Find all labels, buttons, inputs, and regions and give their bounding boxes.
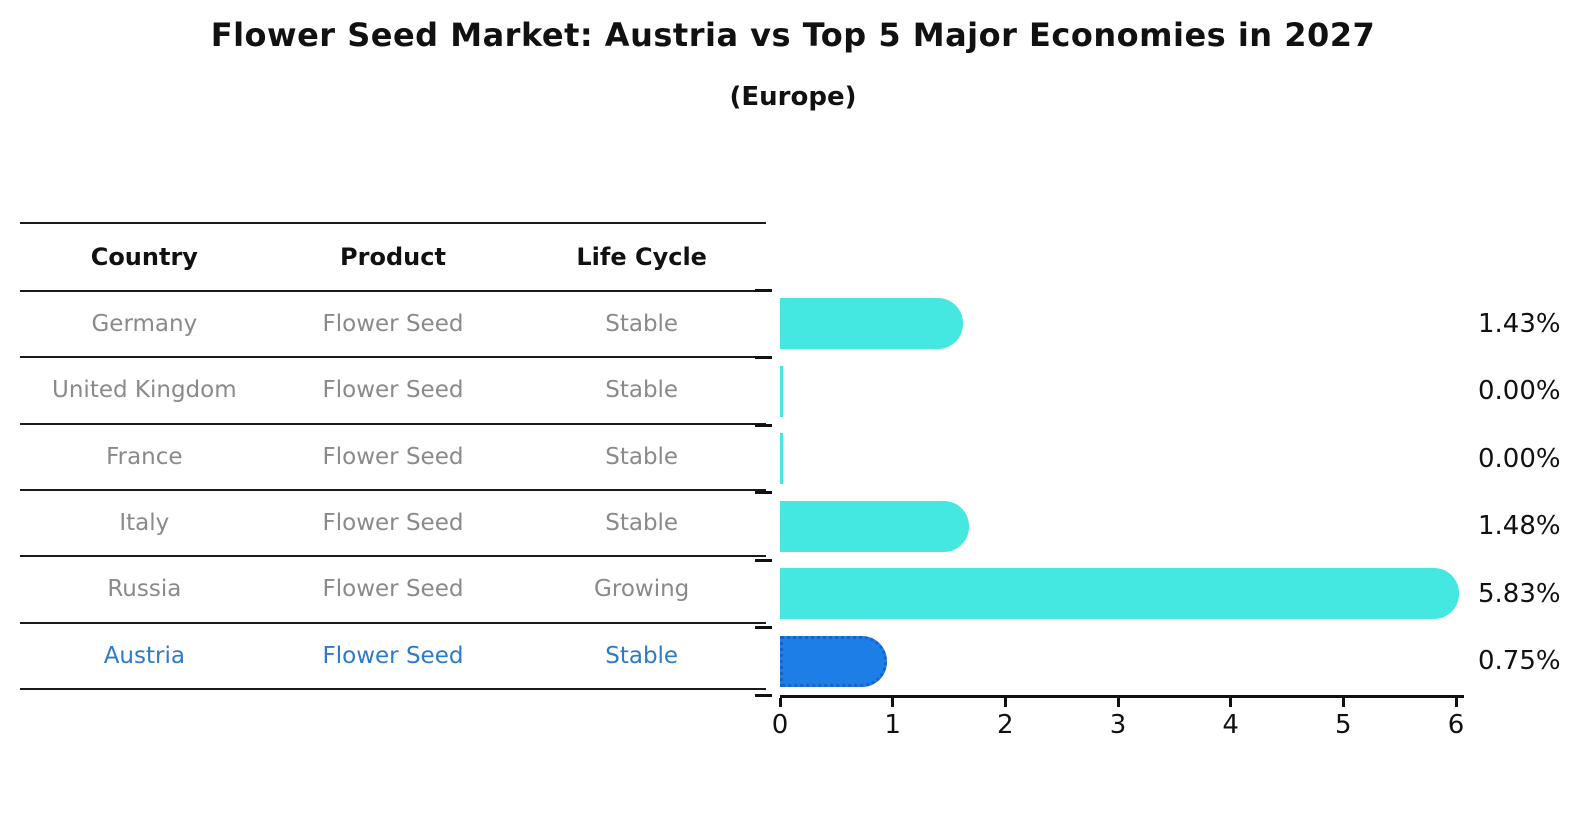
y-tick <box>755 423 772 427</box>
x-tick <box>1116 698 1120 707</box>
table-header-row: Country Product Life Cycle <box>20 224 766 292</box>
x-tick-label: 2 <box>997 710 1014 740</box>
value-label-italy: 1.48% <box>1478 511 1561 542</box>
value-label-united-kingdom: 0.00% <box>1478 376 1561 407</box>
bar-austria <box>780 635 887 687</box>
x-tick-label: 5 <box>1335 710 1352 740</box>
y-tick <box>755 626 772 629</box>
table-cell-life-cycle: Stable <box>605 443 679 470</box>
table-cell-life-cycle: Stable <box>605 377 679 404</box>
table-header-country: Country <box>90 243 198 271</box>
bar-united-kingdom <box>780 365 783 417</box>
table-body: Germany Flower Seed Stable United Kingdom Fl… <box>20 292 766 690</box>
table-cell-country: Austria <box>103 642 185 669</box>
table-row-russia: Russia Flower Seed Growing <box>20 557 766 624</box>
chart-subtitle: (Europe) <box>729 82 857 112</box>
table-row-germany: Germany Flower Seed Stable <box>20 292 766 359</box>
data-table: Country Product Life Cycle Germany Flower… <box>20 222 766 690</box>
y-tick <box>755 558 772 562</box>
table-cell-product: Flower Seed <box>322 377 464 404</box>
x-tick-label: 0 <box>771 710 789 740</box>
table-row-united-kingdom: United Kingdom Flower Seed Stable <box>20 358 766 425</box>
y-tick <box>755 356 772 359</box>
x-axis-line <box>780 695 1464 698</box>
value-label-russia: 5.83% <box>1478 578 1561 609</box>
table-cell-life-cycle: Growing <box>594 576 690 603</box>
y-tick <box>755 288 772 292</box>
table-cell-product: Flower Seed <box>322 311 464 338</box>
table-cell-product: Flower Seed <box>322 576 464 603</box>
value-label-france: 0.00% <box>1478 443 1561 474</box>
bar-france <box>780 433 783 485</box>
table-cell-life-cycle: Stable <box>605 642 679 669</box>
table-row-france: France Flower Seed Stable <box>20 425 766 491</box>
chart-title: Flower Seed Market: Austria vs Top 5 Maj… <box>210 16 1376 54</box>
table-cell-product: Flower Seed <box>322 642 464 669</box>
x-tick-label: 1 <box>884 710 901 740</box>
table-cell-country: Russia <box>107 576 182 603</box>
table-cell-country: United Kingdom <box>52 377 237 404</box>
x-tick-label: 3 <box>1109 710 1127 740</box>
table-header-product: Product <box>340 243 446 271</box>
x-tick <box>1341 698 1345 707</box>
table-cell-country: Germany <box>91 311 198 338</box>
bar-russia <box>780 568 1459 620</box>
value-label-germany: 1.43% <box>1478 308 1561 339</box>
table-cell-product: Flower Seed <box>322 510 464 537</box>
table-cell-life-cycle: Stable <box>605 311 679 338</box>
table-cell-life-cycle: Stable <box>605 510 679 537</box>
value-label-austria: 0.75% <box>1478 646 1561 677</box>
bar-germany <box>780 298 964 350</box>
y-tick <box>755 693 772 697</box>
table-cell-product: Flower Seed <box>322 443 464 470</box>
y-tick <box>755 491 772 494</box>
x-tick <box>778 698 782 707</box>
x-tick-label: 4 <box>1222 710 1239 740</box>
table-header-life-cycle: Life Cycle <box>576 243 707 271</box>
x-tick <box>1454 698 1458 707</box>
bar-plot-area: 0 1 2 3 4 5 6 <box>755 288 1464 740</box>
table-row-italy: Italy Flower Seed Stable <box>20 491 766 558</box>
x-tick <box>1003 698 1007 707</box>
bar-italy <box>780 500 969 552</box>
x-tick-label: 6 <box>1447 710 1465 740</box>
x-tick <box>1229 698 1233 707</box>
x-tick <box>891 698 895 707</box>
table-cell-country: Italy <box>119 510 170 537</box>
table-row-austria: Austria Flower Seed Stable <box>20 624 766 690</box>
table-cell-country: France <box>106 443 183 470</box>
